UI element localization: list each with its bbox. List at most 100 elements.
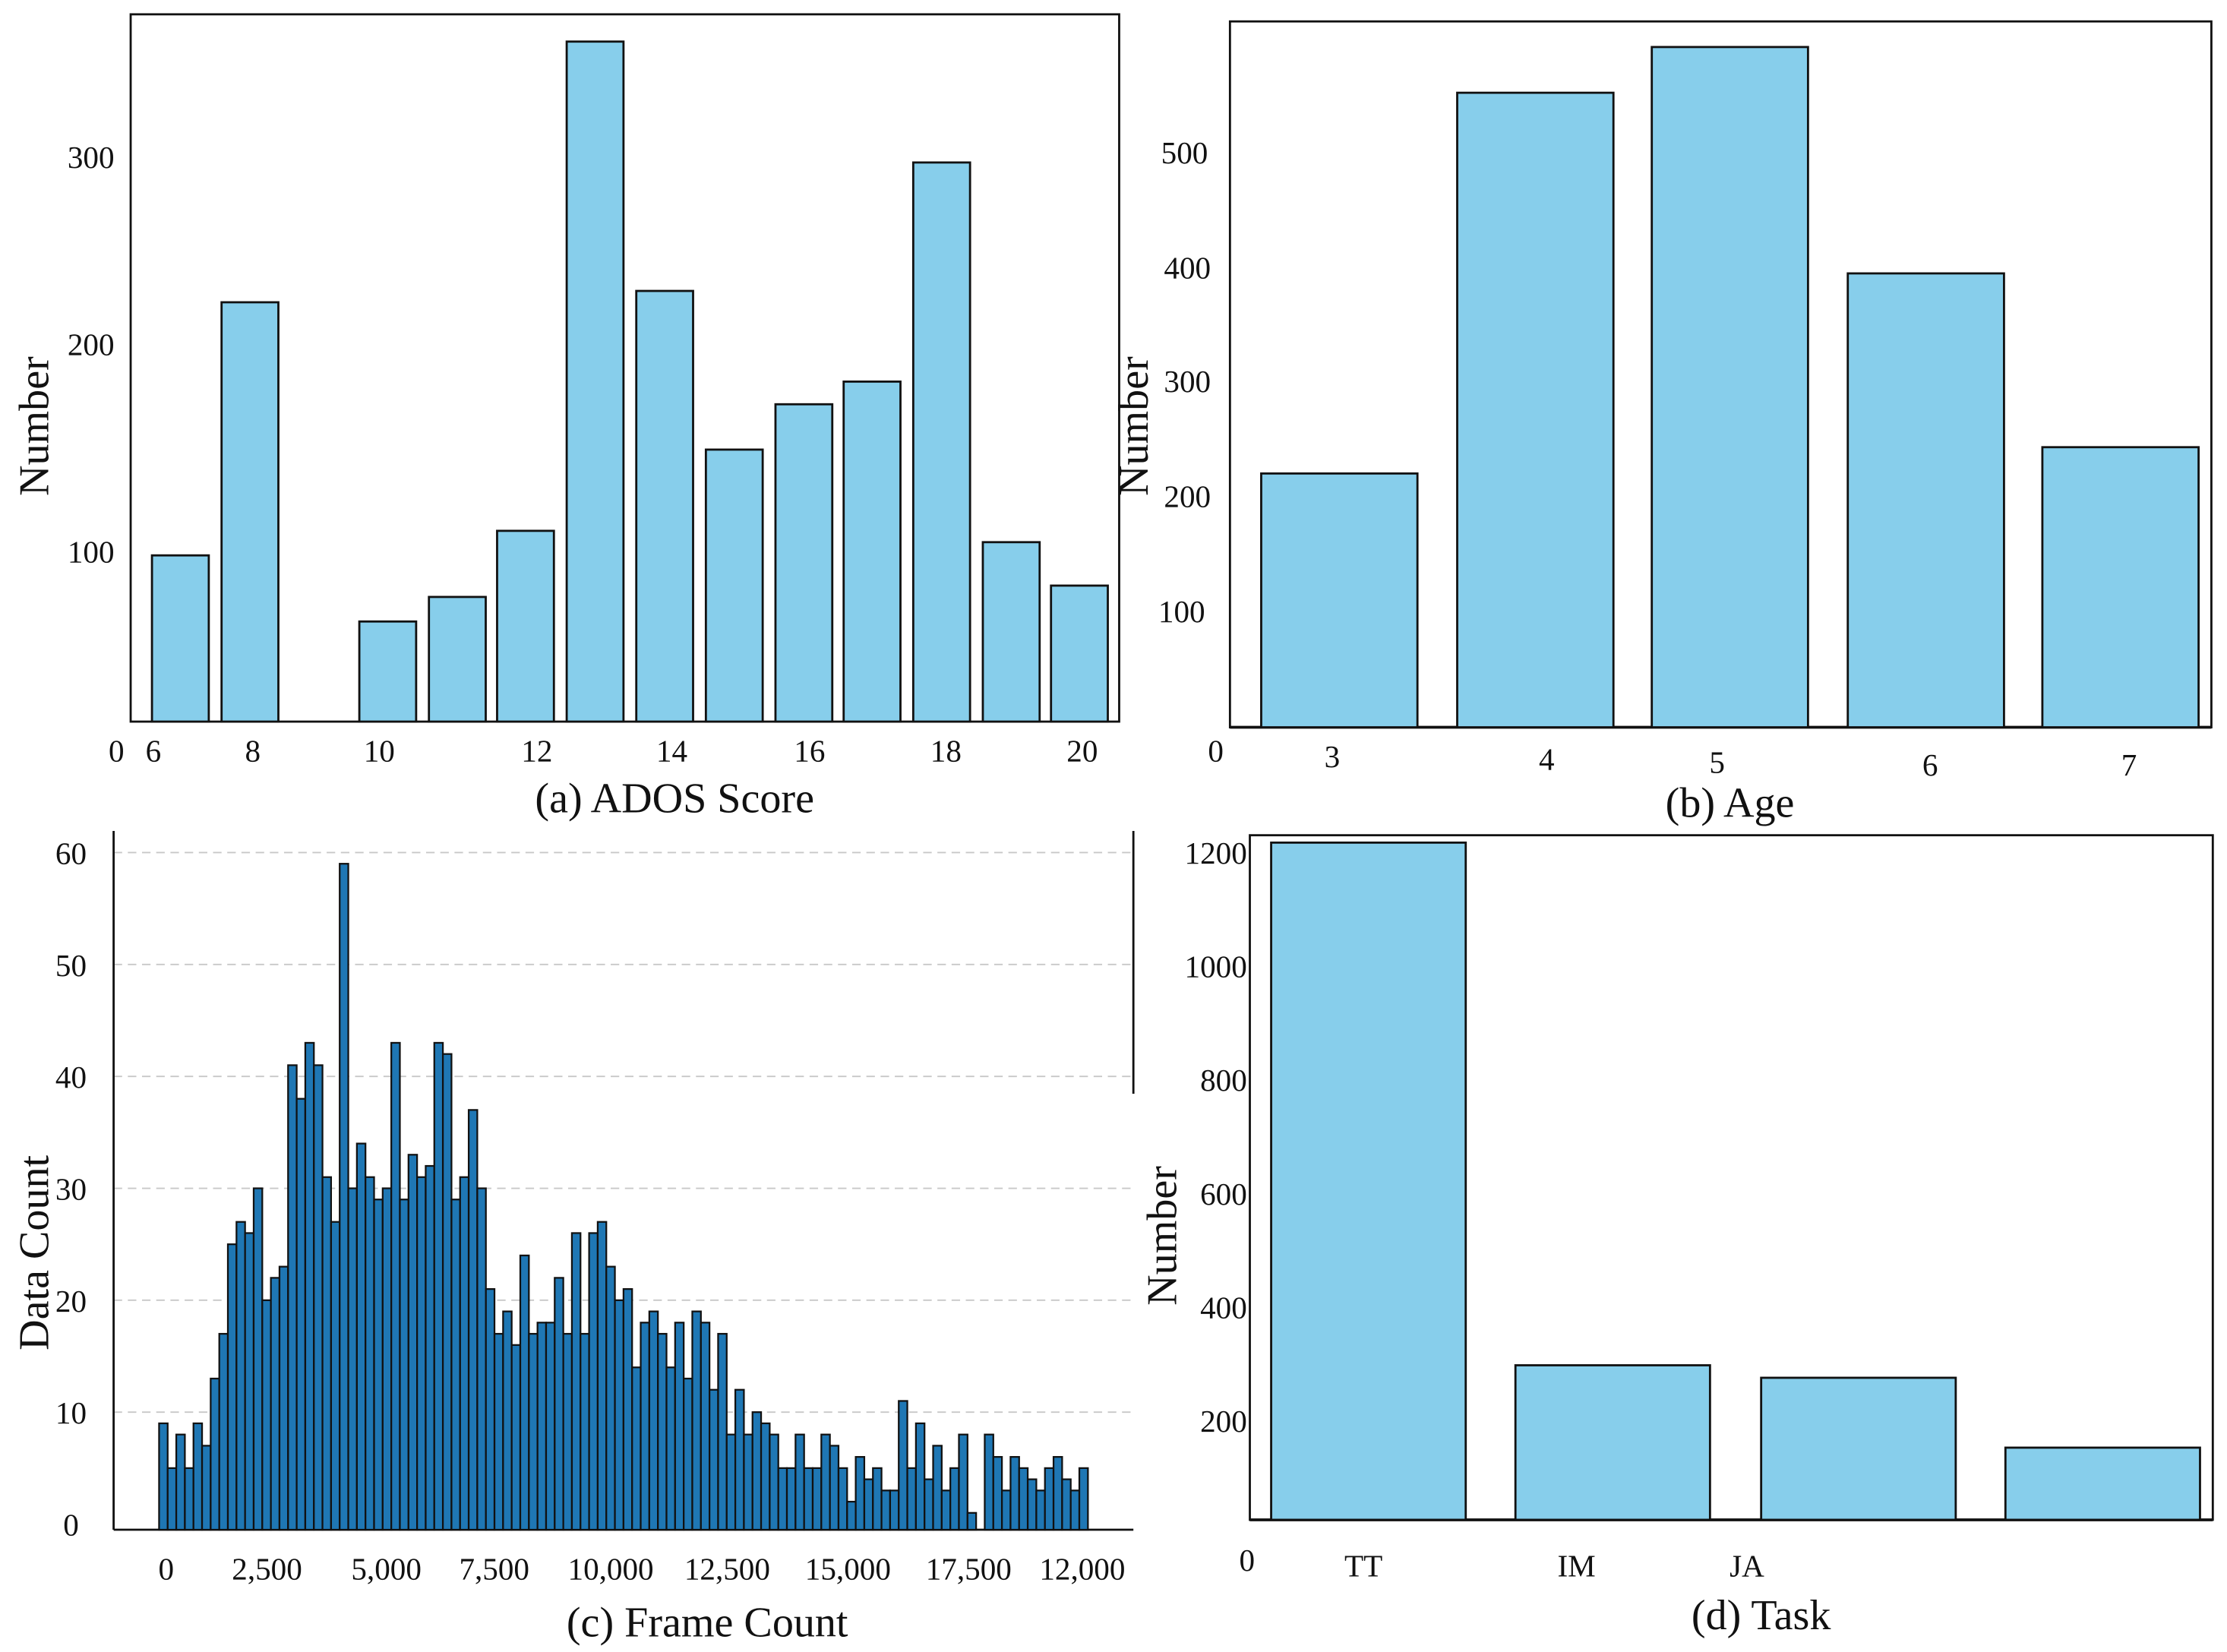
hist-bar xyxy=(854,1456,866,1531)
hist-bar xyxy=(992,1456,1003,1531)
bar-age-5 xyxy=(1651,46,1809,728)
hist-bar xyxy=(1035,1489,1046,1531)
hist-bar xyxy=(485,1288,496,1531)
ytick-label: 60 xyxy=(55,835,87,870)
hist-bar xyxy=(365,1176,375,1531)
ytick-label: 200 xyxy=(68,327,115,362)
hist-bar xyxy=(872,1467,883,1531)
panel-d-ylabel: Number xyxy=(1139,1166,1186,1306)
bar-ados-16 xyxy=(774,403,834,723)
hist-bar xyxy=(425,1164,435,1531)
ytick-label: 30 xyxy=(55,1171,87,1206)
hist-bar xyxy=(536,1322,548,1531)
hist-bar xyxy=(441,1053,453,1531)
bar-task-TT xyxy=(1270,841,1467,1521)
hist-bar xyxy=(339,863,349,1531)
ytick-label: 50 xyxy=(55,948,87,983)
hist-bar xyxy=(674,1322,685,1531)
ytick-label: 0 xyxy=(63,1508,79,1543)
ytick-label: 0 xyxy=(1239,1543,1255,1578)
bar-age-4 xyxy=(1456,91,1615,728)
hist-bar xyxy=(1000,1489,1012,1531)
ytick-label: 400 xyxy=(1164,251,1211,286)
hist-bar xyxy=(519,1254,530,1531)
hist-bar xyxy=(166,1467,178,1531)
hist-bar xyxy=(158,1422,169,1531)
panel-d-title: (d) Task xyxy=(1692,1592,1831,1639)
hist-bar xyxy=(777,1467,788,1531)
hist-bar xyxy=(1069,1489,1081,1531)
hist-bar xyxy=(863,1478,874,1531)
xtick-label: 20 xyxy=(1066,733,1098,768)
hist-bar xyxy=(622,1288,633,1531)
hist-bar xyxy=(450,1199,461,1531)
xtick-label: 10 xyxy=(364,733,395,768)
ytick-label: 20 xyxy=(55,1284,87,1319)
hist-bar xyxy=(313,1064,324,1531)
hist-bar xyxy=(889,1489,900,1531)
hist-bar xyxy=(476,1187,487,1531)
ytick-label: 1200 xyxy=(1185,835,1247,870)
hist-bar xyxy=(510,1344,522,1531)
bar-ados-19 xyxy=(981,541,1041,723)
ytick-label: 100 xyxy=(68,535,115,570)
panel-a-frame xyxy=(129,13,1120,723)
hist-bar xyxy=(829,1445,840,1531)
hist-bar xyxy=(355,1142,367,1531)
ytick-label: 500 xyxy=(1161,135,1208,170)
xtick-label: JA xyxy=(1729,1549,1764,1584)
ytick-label: 200 xyxy=(1164,479,1211,514)
bar-ados-15 xyxy=(704,448,764,723)
hist-bar xyxy=(1009,1456,1020,1531)
ytick-label: 200 xyxy=(1200,1404,1247,1439)
panel-d-task: TT IM JA 0 200 400 600 800 1000 1200 Number (d) T… xyxy=(1139,834,2214,1639)
hist-bar xyxy=(502,1310,513,1531)
xtick-label: 7,500 xyxy=(459,1551,529,1586)
hist-bar xyxy=(295,1098,307,1531)
hist-bar xyxy=(811,1467,823,1531)
hist-bar xyxy=(734,1388,745,1531)
xtick-label: 0 xyxy=(158,1551,174,1586)
hist-bar xyxy=(459,1176,470,1531)
xtick-label: IM xyxy=(1557,1549,1595,1584)
hist-bar xyxy=(717,1332,728,1531)
ytick-label: 800 xyxy=(1200,1063,1247,1098)
hist-bar xyxy=(906,1467,917,1531)
xtick-label: 15,000 xyxy=(805,1551,891,1586)
hist-bar xyxy=(433,1041,444,1531)
ytick-label: 40 xyxy=(55,1060,87,1094)
hist-bar xyxy=(657,1332,668,1531)
bar-task-other xyxy=(2004,1446,2201,1521)
xtick-label: 6 xyxy=(1922,747,1938,782)
panel-a-title: (a) ADOS Score xyxy=(535,775,814,823)
hist-bar xyxy=(270,1277,281,1531)
hist-bar xyxy=(278,1265,289,1531)
hist-bar xyxy=(330,1221,341,1531)
bar-ados-7 xyxy=(220,301,280,723)
xtick-label: 12 xyxy=(521,733,552,768)
hist-bar xyxy=(347,1187,358,1531)
hist-bar xyxy=(407,1154,419,1531)
hist-bar xyxy=(1044,1467,1055,1531)
hist-bar xyxy=(175,1433,186,1531)
xtick-label: 12,500 xyxy=(684,1551,770,1586)
hist-bar xyxy=(588,1232,599,1531)
bar-ados-11 xyxy=(428,595,487,723)
xtick-label: 14 xyxy=(656,733,687,768)
hist-bar xyxy=(700,1322,711,1531)
hist-bar xyxy=(218,1332,229,1531)
hist-bar xyxy=(304,1041,315,1531)
hist-bar xyxy=(493,1332,504,1531)
xtick-label: 4 xyxy=(1539,742,1555,777)
hist-bar xyxy=(1061,1478,1072,1531)
hist-bar xyxy=(235,1221,246,1531)
bar-task-JA xyxy=(1760,1376,1957,1521)
hist-bar xyxy=(570,1232,582,1531)
panel-c-frame-count: 0 2,500 5,000 7,500 10,000 12,500 15,000 17,500… xyxy=(11,831,1135,1646)
bar-ados-14 xyxy=(635,289,694,723)
hist-bar xyxy=(596,1221,608,1531)
hist-bar xyxy=(184,1467,194,1531)
ytick-label: 1000 xyxy=(1185,949,1247,984)
bar-task-IM xyxy=(1514,1364,1711,1521)
panel-b-age: 3 4 5 6 7 0 100 200 300 400 500 Number (b) Age xyxy=(1110,20,2213,826)
